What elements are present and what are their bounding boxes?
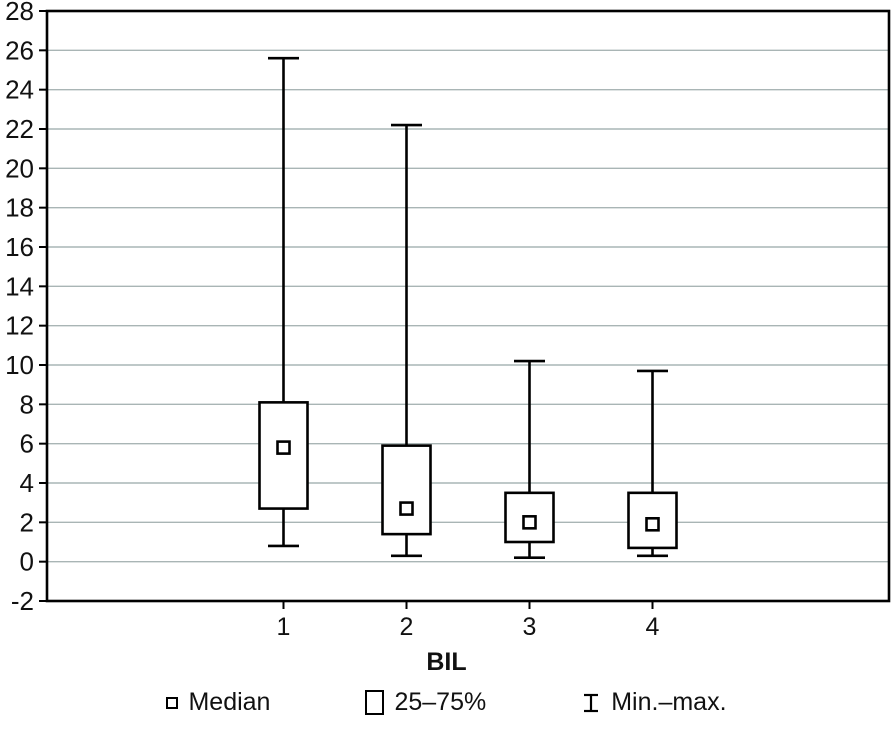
y-axis-tick-label: 16 — [5, 232, 34, 262]
legend-label-median: Median — [188, 688, 271, 716]
y-axis-tick-label: -2 — [11, 586, 34, 616]
y-axis-tick-label: 14 — [5, 271, 34, 301]
legend-item-minmax: Min.–max. — [581, 688, 727, 717]
y-axis-tick-label: 2 — [20, 507, 34, 537]
legend-item-median: Median — [166, 688, 270, 717]
x-axis-title: BIL — [426, 648, 467, 676]
y-axis-tick-label: 12 — [5, 311, 34, 341]
iqr-box — [627, 491, 678, 550]
y-axis-tick-label: 22 — [5, 114, 34, 144]
y-axis-tick-label: 18 — [5, 193, 34, 223]
y-axis-tick-label: 28 — [5, 0, 34, 26]
median-marker — [645, 516, 660, 532]
minmax-whisker-icon — [584, 693, 599, 712]
median-marker-icon — [166, 696, 179, 709]
plot-frame — [45, 9, 891, 603]
y-axis-tick-label: 6 — [20, 429, 34, 459]
median-marker — [522, 515, 537, 530]
x-axis-tick-label: 4 — [646, 613, 660, 641]
iqr-box — [258, 401, 309, 510]
legend-item-iqr: 25–75% — [365, 688, 486, 717]
iqr-box-icon — [365, 690, 385, 715]
y-axis-tick-label: 26 — [5, 35, 34, 65]
y-axis-tick-label: 4 — [20, 468, 34, 498]
median-marker — [276, 440, 291, 455]
y-axis-tick-label: 10 — [5, 350, 34, 380]
legend-label-minmax: Min.–max. — [611, 688, 727, 716]
legend-label-iqr: 25–75% — [394, 688, 487, 716]
y-axis-tick-label: 0 — [20, 547, 34, 577]
iqr-box — [381, 444, 432, 536]
y-axis-tick-label: 20 — [5, 153, 34, 183]
x-axis-tick-label: 2 — [400, 613, 414, 641]
legend: Median 25–75% Min.–max. — [0, 688, 893, 717]
y-axis-tick-label: 24 — [5, 75, 34, 105]
x-axis-tick-label: 1 — [277, 613, 291, 641]
median-marker — [399, 501, 414, 516]
x-axis-tick-label: 3 — [523, 613, 537, 641]
y-axis-tick-label: 8 — [20, 389, 34, 419]
